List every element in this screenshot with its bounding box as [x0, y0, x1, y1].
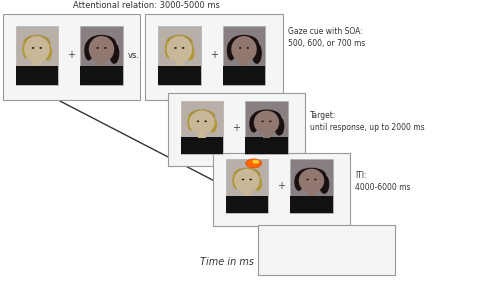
Ellipse shape	[297, 168, 326, 183]
Ellipse shape	[252, 110, 281, 125]
Ellipse shape	[174, 47, 177, 49]
Bar	[212, 153, 350, 226]
Ellipse shape	[188, 114, 195, 131]
Bar	[246, 101, 288, 154]
Text: Target:
until response, up to 2000 ms: Target: until response, up to 2000 ms	[310, 111, 424, 132]
Bar	[246, 137, 288, 154]
Bar	[226, 196, 268, 212]
Ellipse shape	[239, 47, 242, 49]
Ellipse shape	[32, 47, 34, 49]
Ellipse shape	[306, 179, 309, 180]
Ellipse shape	[230, 35, 258, 52]
Bar	[308, 191, 316, 196]
Ellipse shape	[234, 167, 260, 182]
Ellipse shape	[197, 121, 200, 122]
Ellipse shape	[40, 47, 42, 49]
Circle shape	[246, 159, 262, 168]
Ellipse shape	[250, 115, 258, 133]
Bar	[198, 133, 205, 138]
Ellipse shape	[96, 47, 99, 49]
Ellipse shape	[254, 110, 279, 134]
Text: +: +	[68, 50, 76, 60]
Bar	[290, 196, 333, 212]
Ellipse shape	[24, 35, 50, 51]
Bar	[180, 101, 223, 154]
Ellipse shape	[166, 36, 192, 63]
Bar	[290, 160, 333, 212]
Ellipse shape	[22, 40, 30, 58]
Circle shape	[252, 160, 259, 164]
Text: vs.: vs.	[128, 51, 140, 60]
Ellipse shape	[186, 43, 194, 61]
Bar	[158, 26, 200, 85]
Ellipse shape	[314, 179, 316, 180]
Ellipse shape	[84, 41, 93, 61]
Bar	[2, 14, 140, 100]
Text: Time in ms: Time in ms	[200, 257, 254, 267]
Ellipse shape	[227, 41, 235, 61]
Ellipse shape	[208, 117, 217, 133]
Ellipse shape	[165, 40, 172, 58]
Ellipse shape	[246, 47, 249, 49]
Ellipse shape	[319, 175, 330, 194]
Bar	[145, 14, 282, 100]
Ellipse shape	[204, 121, 207, 122]
Ellipse shape	[269, 121, 272, 122]
Bar	[98, 60, 106, 66]
Bar	[80, 26, 123, 85]
Bar	[180, 137, 223, 154]
Bar	[243, 191, 250, 196]
Bar	[223, 66, 265, 85]
Bar	[158, 66, 200, 85]
Bar	[80, 66, 123, 85]
Bar	[258, 225, 395, 275]
Bar	[223, 26, 265, 85]
Text: Gaze cue with SOA:
500, 600, or 700 ms: Gaze cue with SOA: 500, 600, or 700 ms	[288, 27, 365, 48]
Ellipse shape	[166, 35, 193, 51]
Ellipse shape	[87, 35, 116, 52]
Bar	[16, 26, 58, 85]
Ellipse shape	[89, 36, 114, 63]
Ellipse shape	[250, 179, 252, 180]
Bar	[168, 93, 305, 166]
Ellipse shape	[24, 36, 50, 63]
Ellipse shape	[104, 47, 106, 49]
Ellipse shape	[109, 43, 120, 64]
Text: Attentional relation: 3000-5000 ms: Attentional relation: 3000-5000 ms	[74, 1, 221, 10]
Bar	[240, 60, 248, 66]
Text: +: +	[210, 50, 218, 60]
Bar	[176, 60, 183, 66]
Ellipse shape	[232, 172, 240, 189]
Text: ITI:
4000-6000 ms: ITI: 4000-6000 ms	[355, 171, 410, 192]
Ellipse shape	[182, 47, 184, 49]
Ellipse shape	[262, 121, 264, 122]
Text: +: +	[277, 181, 285, 191]
Ellipse shape	[299, 169, 324, 193]
Bar	[226, 160, 268, 212]
Ellipse shape	[231, 36, 257, 63]
Ellipse shape	[188, 109, 216, 124]
Text: +: +	[232, 123, 240, 133]
Ellipse shape	[189, 110, 214, 134]
Ellipse shape	[274, 117, 284, 136]
Ellipse shape	[43, 43, 52, 61]
Bar	[262, 133, 270, 138]
Ellipse shape	[242, 179, 244, 180]
Ellipse shape	[294, 173, 303, 191]
Ellipse shape	[253, 175, 262, 191]
Bar	[16, 66, 58, 85]
Ellipse shape	[234, 169, 260, 193]
Bar	[33, 60, 40, 66]
Ellipse shape	[252, 43, 262, 64]
